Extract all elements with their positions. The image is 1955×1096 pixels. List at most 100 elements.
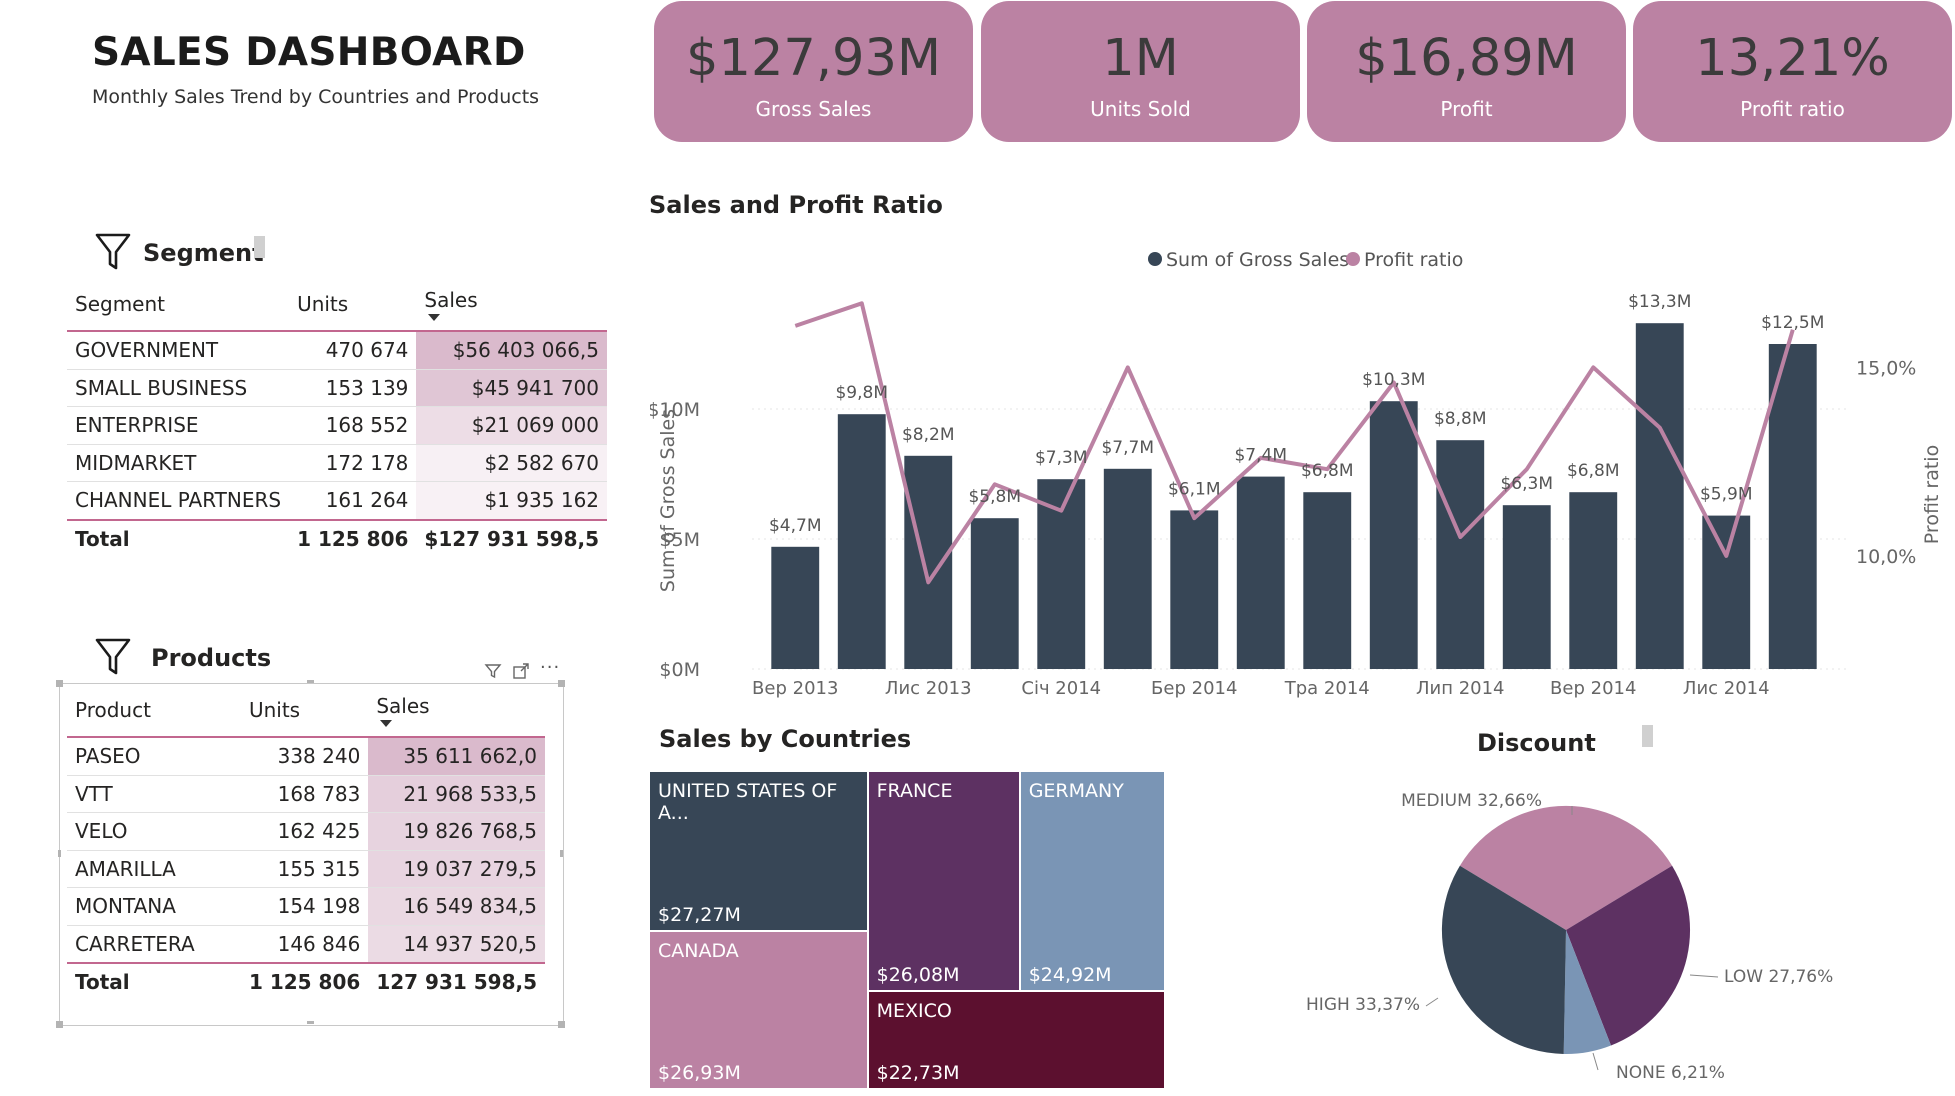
- bar[interactable]: [904, 455, 953, 669]
- bar[interactable]: [1702, 515, 1751, 669]
- table-row[interactable]: CHANNEL PARTNERS 161 264 $1 935 162: [67, 481, 608, 520]
- row-label: CARRETERA: [67, 925, 241, 964]
- pie-slice[interactable]: [1563, 930, 1611, 1055]
- bar[interactable]: [1436, 440, 1485, 669]
- table-row[interactable]: PASEO 338 240 35 611 662,0: [67, 737, 545, 776]
- pie-slice[interactable]: [1441, 865, 1566, 1054]
- bar[interactable]: [1236, 476, 1285, 669]
- pie-leader-line: [1425, 997, 1439, 1007]
- table-row[interactable]: CARRETERA 146 846 14 937 520,5: [67, 925, 545, 964]
- bar[interactable]: [1502, 505, 1551, 669]
- chart-legend[interactable]: Sum of Gross Sales Profit ratio: [1148, 249, 1463, 271]
- filter-icon[interactable]: [484, 662, 502, 680]
- more-options-icon[interactable]: ···: [540, 657, 561, 678]
- kpi-value: 1M: [1102, 29, 1179, 88]
- column-header-sales[interactable]: Sales: [368, 684, 545, 738]
- table-row[interactable]: GOVERNMENT 470 674 $56 403 066,5: [67, 331, 608, 370]
- pie-slice[interactable]: [1459, 805, 1673, 930]
- funnel-icon: [95, 638, 131, 675]
- treemap-tile[interactable]: FRANCE $26,08M: [868, 772, 1019, 990]
- focus-mode-icon[interactable]: [512, 662, 530, 680]
- column-header-product[interactable]: Product: [67, 684, 241, 738]
- kpi-units-sold[interactable]: 1M Units Sold: [981, 1, 1300, 142]
- total-units: 1 125 806: [240, 962, 369, 1001]
- bar[interactable]: [1303, 492, 1352, 669]
- scroll-indicator[interactable]: [254, 236, 265, 258]
- bar[interactable]: [1103, 468, 1152, 669]
- profit-ratio-line[interactable]: [794, 301, 1795, 585]
- scroll-indicator[interactable]: [1642, 725, 1653, 747]
- resize-handle[interactable]: [58, 850, 61, 857]
- bar[interactable]: [1170, 510, 1219, 669]
- row-sales: 21 968 533,5: [368, 775, 545, 813]
- table-row[interactable]: MIDMARKET 172 178 $2 582 670: [67, 444, 608, 482]
- row-label: VELO: [67, 812, 241, 851]
- table-row[interactable]: SMALL BUSINESS 153 139 $45 941 700: [67, 369, 608, 407]
- x-tick-label: Лис 2013: [885, 678, 972, 699]
- kpi-profit[interactable]: $16,89M Profit: [1307, 1, 1626, 142]
- treemap-tile-value: $26,08M: [876, 963, 960, 986]
- row-label: ENTERPRISE: [67, 406, 290, 445]
- bar-data-label: $7,4M: [1234, 446, 1287, 466]
- resize-handle[interactable]: [307, 680, 314, 683]
- segment-title: Segment: [143, 239, 264, 267]
- table-row[interactable]: VTT 168 783 21 968 533,5: [67, 775, 545, 813]
- resize-handle[interactable]: [558, 680, 565, 687]
- kpi-label: Gross Sales: [755, 97, 872, 121]
- resize-handle[interactable]: [307, 1021, 314, 1024]
- treemap-tile[interactable]: MEXICO $22,73M: [868, 991, 1164, 1088]
- bar[interactable]: [1635, 323, 1684, 669]
- table-row[interactable]: VELO 162 425 19 826 768,5: [67, 812, 545, 851]
- y-tick-label: $10M: [650, 399, 700, 421]
- treemap-tile-label: UNITED STATES OF A...: [658, 780, 838, 824]
- row-sales: 14 937 520,5: [368, 925, 545, 964]
- table-row[interactable]: MONTANA 154 198 16 549 834,5: [67, 887, 545, 926]
- row-sales: 16 549 834,5: [368, 887, 545, 926]
- column-header-segment[interactable]: Segment: [67, 278, 290, 332]
- row-sales: $2 582 670: [416, 444, 608, 482]
- column-header-sales[interactable]: Sales: [416, 278, 608, 332]
- discount-pie-chart[interactable]: MEDIUM 32,66% LOW 27,76% NONE 6,21% HIGH 33…: [1280, 770, 1840, 1096]
- bar-data-label: $5,8M: [968, 487, 1021, 507]
- row-label: PASEO: [67, 737, 241, 776]
- sales-profit-combo-chart[interactable]: Sum of Gross Sales Profit ratio $0M $5M $10M…: [650, 236, 1950, 700]
- row-label: CHANNEL PARTNERS: [67, 481, 290, 520]
- treemap-tile[interactable]: UNITED STATES OF A... $27,27M: [650, 772, 867, 930]
- row-sales: 19 826 768,5: [368, 812, 545, 851]
- bar[interactable]: [837, 414, 886, 669]
- dashboard-title: SALES DASHBOARD: [92, 30, 526, 75]
- resize-handle[interactable]: [558, 1021, 565, 1028]
- kpi-label: Profit ratio: [1740, 97, 1845, 121]
- resize-handle[interactable]: [56, 680, 63, 687]
- bar[interactable]: [1369, 401, 1418, 669]
- row-label: MIDMARKET: [67, 444, 290, 482]
- total-label: Total: [67, 518, 290, 557]
- kpi-profit-ratio[interactable]: 13,21% Profit ratio: [1633, 1, 1952, 142]
- bar[interactable]: [1569, 492, 1618, 669]
- table-row[interactable]: AMARILLA 155 315 19 037 279,5: [67, 850, 545, 888]
- kpi-gross-sales[interactable]: $127,93M Gross Sales: [654, 1, 973, 142]
- kpi-value: $127,93M: [686, 29, 941, 88]
- column-header-units[interactable]: Units: [289, 278, 417, 332]
- bar-data-label: $6,8M: [1567, 461, 1620, 481]
- pie-slice-label: HIGH 33,37%: [1306, 995, 1420, 1015]
- y2-axis-title: Profit ratio: [1921, 445, 1943, 544]
- treemap-tile-label: GERMANY: [1028, 780, 1124, 802]
- bar-data-label: $6,1M: [1168, 479, 1221, 499]
- treemap-tile[interactable]: GERMANY $24,92M: [1020, 772, 1164, 990]
- bar[interactable]: [771, 546, 820, 669]
- table-row[interactable]: ENTERPRISE 168 552 $21 069 000: [67, 406, 608, 445]
- row-units: 154 198: [240, 887, 369, 926]
- sales-by-countries-treemap[interactable]: UNITED STATES OF A... $27,27M CANADA $26,93…: [650, 772, 1166, 1090]
- bar[interactable]: [970, 518, 1019, 669]
- pie-slice[interactable]: [1566, 865, 1691, 1046]
- resize-handle[interactable]: [560, 850, 563, 857]
- total-sales: $127 931 598,5: [416, 518, 608, 557]
- legend-label: Sum of Gross Sales: [1166, 249, 1349, 271]
- treemap-tile[interactable]: CANADA $26,93M: [650, 931, 867, 1088]
- column-header-units[interactable]: Units: [240, 684, 369, 738]
- bar-data-label: $6,3M: [1500, 474, 1553, 494]
- resize-handle[interactable]: [56, 1021, 63, 1028]
- treemap-tile-label: FRANCE: [876, 780, 953, 802]
- bar[interactable]: [1768, 344, 1817, 669]
